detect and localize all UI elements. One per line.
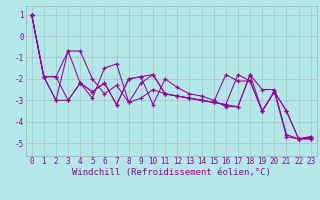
X-axis label: Windchill (Refroidissement éolien,°C): Windchill (Refroidissement éolien,°C) <box>72 168 271 177</box>
